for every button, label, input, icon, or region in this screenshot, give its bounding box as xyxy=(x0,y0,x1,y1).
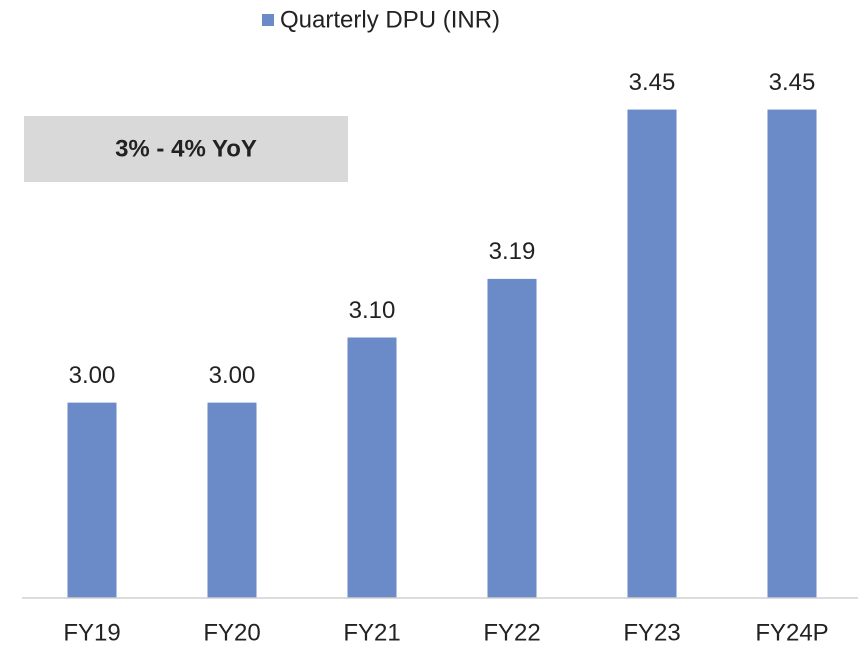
x-tick-label: FY23 xyxy=(623,619,680,646)
x-tick-label: FY22 xyxy=(483,619,540,646)
legend-label: Quarterly DPU (INR) xyxy=(280,6,500,33)
bar xyxy=(207,402,257,598)
data-label: 3.00 xyxy=(69,362,116,389)
data-label: 3.19 xyxy=(489,238,536,265)
legend-swatch xyxy=(262,14,274,26)
x-tick-label: FY20 xyxy=(203,619,260,646)
data-label: 3.45 xyxy=(629,69,676,96)
bar xyxy=(67,402,117,598)
annotation: 3% - 4% YoY xyxy=(115,135,257,162)
bar xyxy=(347,337,397,598)
data-label: 3.45 xyxy=(769,69,816,96)
bar xyxy=(487,278,537,598)
x-tick-label: FY21 xyxy=(343,619,400,646)
annotation-box xyxy=(24,116,348,182)
bar xyxy=(767,109,817,598)
x-tick-label: FY24P xyxy=(755,619,828,646)
data-label: 3.00 xyxy=(209,362,256,389)
bar xyxy=(627,109,677,598)
data-label: 3.10 xyxy=(349,297,396,324)
x-tick-label: FY19 xyxy=(63,619,120,646)
